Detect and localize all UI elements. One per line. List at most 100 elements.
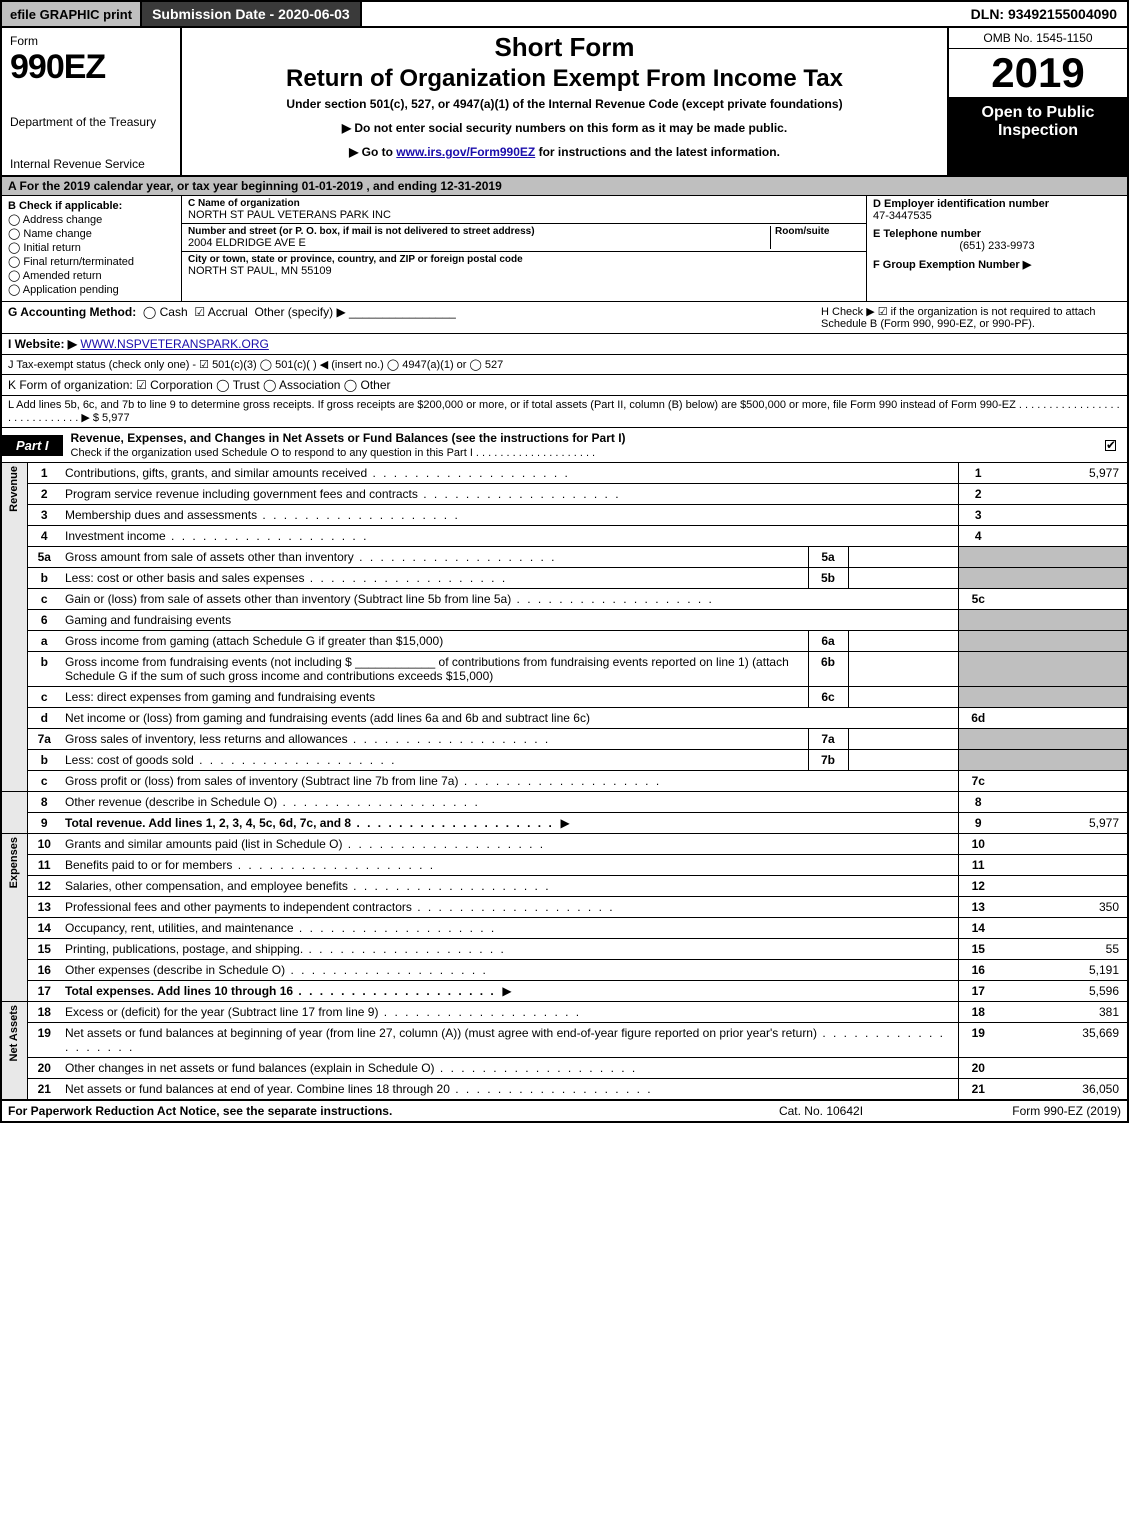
cash-option[interactable]: Cash bbox=[160, 305, 188, 319]
line-text: Gaming and fundraising events bbox=[61, 610, 958, 631]
header-right: OMB No. 1545-1150 2019 Open to Public In… bbox=[947, 28, 1127, 175]
line-val: 36,050 bbox=[998, 1079, 1128, 1100]
goto-note: ▶ Go to www.irs.gov/Form990EZ for instru… bbox=[190, 145, 939, 159]
group-label: F Group Exemption Number ▶ bbox=[873, 258, 1121, 271]
ein: 47-3447535 bbox=[873, 210, 1121, 222]
line-text: Gain or (loss) from sale of assets other… bbox=[61, 589, 958, 610]
line-text: Gross profit or (loss) from sales of inv… bbox=[61, 771, 958, 792]
row-l: L Add lines 5b, 6c, and 7b to line 9 to … bbox=[0, 396, 1129, 428]
info-grid: B Check if applicable: ◯ Address change … bbox=[0, 196, 1129, 302]
footer-right: Form 990-EZ (2019) bbox=[921, 1104, 1121, 1118]
line-val: 35,669 bbox=[998, 1023, 1128, 1058]
website-link[interactable]: WWW.NSPVETERANSPARK.ORG bbox=[80, 337, 268, 351]
row-j-text: J Tax-exempt status (check only one) - ☑… bbox=[8, 358, 1121, 371]
line-val: 381 bbox=[998, 1002, 1128, 1023]
revenue-section-label: Revenue bbox=[1, 463, 27, 792]
part1-checkbox[interactable] bbox=[1105, 438, 1127, 452]
line-box: 14 bbox=[958, 918, 998, 939]
chk-application-pending[interactable]: ◯ Application pending bbox=[8, 283, 175, 296]
period-row: A For the 2019 calendar year, or tax yea… bbox=[0, 177, 1129, 196]
line-val bbox=[998, 729, 1128, 750]
tel-label: E Telephone number bbox=[873, 228, 1121, 240]
line-val: 5,596 bbox=[998, 981, 1128, 1002]
line-box: 17 bbox=[958, 981, 998, 1002]
chk-name-change[interactable]: ◯ Name change bbox=[8, 227, 175, 240]
line-box bbox=[958, 610, 998, 631]
line-box bbox=[958, 547, 998, 568]
ssn-note: ▶ Do not enter social security numbers o… bbox=[190, 121, 939, 135]
section-c: C Name of organization NORTH ST PAUL VET… bbox=[182, 196, 867, 301]
line-val bbox=[998, 589, 1128, 610]
instructions-link[interactable]: www.irs.gov/Form990EZ bbox=[396, 145, 535, 159]
line-val bbox=[998, 631, 1128, 652]
line-num: 1 bbox=[27, 463, 61, 484]
line-num: 15 bbox=[27, 939, 61, 960]
line-val bbox=[998, 750, 1128, 771]
line-box: 4 bbox=[958, 526, 998, 547]
line-box: 20 bbox=[958, 1058, 998, 1079]
chk-final-return[interactable]: ◯ Final return/terminated bbox=[8, 255, 175, 268]
line-num: 11 bbox=[27, 855, 61, 876]
city: NORTH ST PAUL, MN 55109 bbox=[188, 265, 860, 277]
line-box: 13 bbox=[958, 897, 998, 918]
section-b: B Check if applicable: ◯ Address change … bbox=[2, 196, 182, 301]
submission-date: Submission Date - 2020-06-03 bbox=[142, 2, 362, 26]
line-num: 13 bbox=[27, 897, 61, 918]
line-val: 5,977 bbox=[998, 463, 1128, 484]
inner-val bbox=[848, 750, 958, 771]
line-num: 4 bbox=[27, 526, 61, 547]
footer-left: For Paperwork Reduction Act Notice, see … bbox=[8, 1104, 721, 1118]
chk-address-change[interactable]: ◯ Address change bbox=[8, 213, 175, 226]
row-k-text: K Form of organization: ☑ Corporation ◯ … bbox=[8, 378, 1121, 392]
line-box bbox=[958, 568, 998, 589]
line-num: 17 bbox=[27, 981, 61, 1002]
line-text: Total revenue. Add lines 1, 2, 3, 4, 5c,… bbox=[61, 813, 958, 834]
inner-box: 6c bbox=[808, 687, 848, 708]
omb-number: OMB No. 1545-1150 bbox=[949, 28, 1127, 49]
line-num: c bbox=[27, 687, 61, 708]
form-number: 990EZ bbox=[10, 48, 172, 87]
line-text: Benefits paid to or for members bbox=[61, 855, 958, 876]
efile-print-button[interactable]: efile GRAPHIC print bbox=[2, 2, 142, 26]
line-box: 16 bbox=[958, 960, 998, 981]
short-form-title: Short Form bbox=[190, 32, 939, 63]
line-box: 8 bbox=[958, 792, 998, 813]
inner-val bbox=[848, 547, 958, 568]
row-i: I Website: ▶ WWW.NSPVETERANSPARK.ORG bbox=[2, 334, 1127, 355]
line-val: 5,191 bbox=[998, 960, 1128, 981]
line-val bbox=[998, 876, 1128, 897]
line-text: Less: direct expenses from gaming and fu… bbox=[61, 687, 808, 708]
section-b-title: B Check if applicable: bbox=[8, 200, 175, 212]
accrual-option[interactable]: Accrual bbox=[208, 305, 248, 319]
form-header: Form 990EZ Department of the Treasury In… bbox=[0, 28, 1129, 177]
line-text: Gross amount from sale of assets other t… bbox=[61, 547, 808, 568]
goto-post: for instructions and the latest informat… bbox=[535, 145, 780, 159]
inner-val bbox=[848, 568, 958, 589]
line-val bbox=[998, 834, 1128, 855]
line-text: Salaries, other compensation, and employ… bbox=[61, 876, 958, 897]
line-text: Grants and similar amounts paid (list in… bbox=[61, 834, 958, 855]
chk-amended-return[interactable]: ◯ Amended return bbox=[8, 269, 175, 282]
chk-initial-return[interactable]: ◯ Initial return bbox=[8, 241, 175, 254]
address: 2004 ELDRIDGE AVE E bbox=[188, 237, 770, 249]
goto-pre: ▶ Go to bbox=[349, 145, 396, 159]
line-num: 20 bbox=[27, 1058, 61, 1079]
line-val bbox=[998, 1058, 1128, 1079]
line-val bbox=[998, 526, 1128, 547]
line-box: 3 bbox=[958, 505, 998, 526]
other-option[interactable]: Other (specify) ▶ bbox=[254, 305, 345, 319]
inner-box: 7b bbox=[808, 750, 848, 771]
line-text: Occupancy, rent, utilities, and maintena… bbox=[61, 918, 958, 939]
line-text: Gross sales of inventory, less returns a… bbox=[61, 729, 808, 750]
address-cell: Number and street (or P. O. box, if mail… bbox=[182, 224, 866, 252]
line-text: Gross income from gaming (attach Schedul… bbox=[61, 631, 808, 652]
line-box bbox=[958, 631, 998, 652]
line-num: b bbox=[27, 568, 61, 589]
inner-val bbox=[848, 652, 958, 687]
row-g-label: G Accounting Method: bbox=[8, 305, 136, 319]
line-box bbox=[958, 687, 998, 708]
line-text: Investment income bbox=[61, 526, 958, 547]
row-j: J Tax-exempt status (check only one) - ☑… bbox=[2, 355, 1127, 375]
line-val bbox=[998, 771, 1128, 792]
line-num: 14 bbox=[27, 918, 61, 939]
